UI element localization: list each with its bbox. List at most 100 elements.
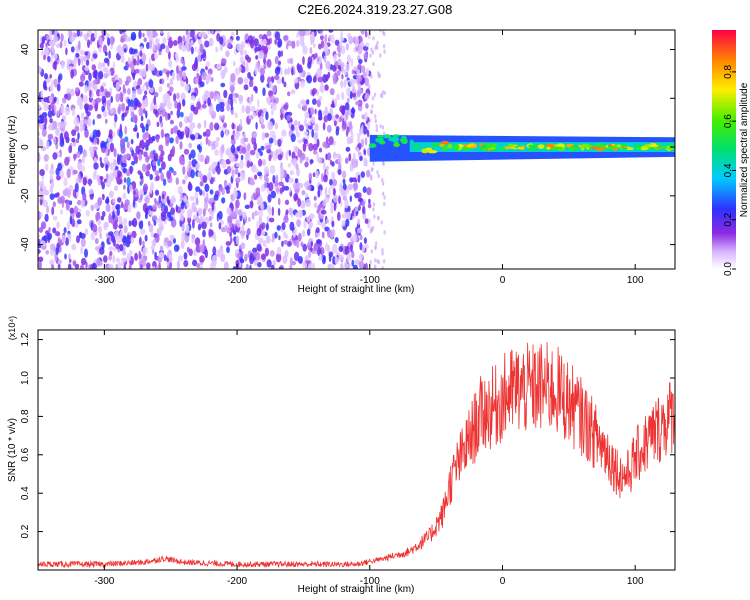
noise-blob [82, 192, 87, 201]
noise-blob [143, 37, 147, 43]
noise-blob [263, 173, 268, 183]
noise-blob [235, 130, 241, 138]
noise-blob [364, 218, 369, 224]
noise-blob [99, 232, 102, 239]
noise-blob [257, 44, 262, 52]
noise-blob [228, 93, 233, 100]
noise-blob [142, 133, 148, 140]
noise-blob [256, 200, 260, 206]
noise-blob [251, 164, 257, 173]
noise-blob [155, 265, 160, 269]
noise-blob [213, 233, 217, 242]
noise-blob [129, 165, 133, 175]
noise-blob [147, 64, 152, 71]
noise-blob [239, 159, 245, 169]
noise-blob [221, 197, 226, 204]
noise-blob [43, 80, 47, 89]
noise-blob [313, 123, 319, 132]
noise-blob [265, 96, 271, 104]
noise-blob [317, 189, 321, 198]
noise-blob [125, 105, 130, 111]
noise-blob [307, 185, 312, 191]
signal-blob [508, 143, 515, 148]
noise-blob [234, 112, 238, 119]
noise-blob [252, 132, 257, 139]
noise-blob [201, 71, 207, 81]
noise-blob [158, 222, 164, 228]
noise-blob [291, 40, 296, 49]
noise-blob [49, 117, 53, 124]
signal-blob [545, 143, 555, 148]
noise-blob [130, 236, 135, 244]
noise-blob [283, 240, 288, 245]
noise-blob [302, 143, 307, 152]
noise-blob [251, 194, 254, 200]
noise-blob [258, 216, 263, 225]
noise-blob [383, 202, 386, 207]
noise-blob [67, 263, 72, 269]
noise-blob [356, 132, 361, 138]
noise-blob [112, 170, 118, 178]
noise-blob [137, 88, 143, 95]
colorbar-label: Normalized spectral amplitude [739, 82, 750, 217]
noise-blob [325, 242, 329, 251]
noise-blob [347, 54, 351, 64]
noise-blob [39, 42, 44, 49]
noise-blob [183, 195, 188, 203]
noise-blob [106, 142, 111, 150]
noise-blob [289, 57, 294, 65]
noise-blob [344, 261, 348, 269]
noise-blob [92, 146, 98, 151]
noise-blob [255, 122, 258, 130]
noise-blob [159, 102, 165, 111]
noise-blob [263, 181, 268, 189]
noise-blob [230, 144, 236, 154]
noise-blob [226, 246, 230, 253]
noise-blob [184, 175, 188, 180]
noise-blob [48, 95, 53, 103]
noise-blob [84, 84, 88, 93]
noise-blob [148, 79, 154, 88]
noise-blob [92, 119, 95, 126]
noise-blob [361, 65, 366, 74]
noise-blob [306, 74, 313, 84]
noise-blob [322, 199, 327, 207]
noise-blob [339, 254, 344, 262]
noise-blob [351, 250, 355, 259]
noise-blob [140, 194, 143, 201]
colorbar-tick-label: 0.8 [723, 64, 734, 78]
noise-blob [321, 231, 325, 239]
noise-blob [370, 109, 373, 114]
y-tick-label: 1.0 [20, 371, 31, 385]
spectrogram-frame [37, 29, 676, 270]
noise-blob [78, 40, 81, 50]
noise-blob [297, 139, 303, 144]
noise-blob [251, 212, 255, 220]
colorbar-ticks: 0.0 0.2 0.4 0.6 0.8 [723, 64, 736, 276]
noise-blob [247, 217, 251, 222]
noise-blob [173, 244, 180, 252]
noise-blob [113, 246, 117, 252]
noise-blob [381, 90, 384, 95]
noise-blob [303, 138, 308, 144]
noise-blob [323, 174, 328, 183]
noise-blob [80, 198, 86, 208]
noise-blob [271, 109, 274, 116]
colorbar-tick-label: 0.4 [723, 163, 734, 177]
noise-blob [51, 41, 56, 47]
noise-blob [300, 80, 306, 88]
noise-blob [73, 32, 78, 38]
noise-blob [145, 156, 150, 163]
noise-blob [109, 142, 115, 153]
noise-blob [158, 195, 162, 203]
noise-blob [374, 118, 377, 124]
noise-blob [79, 264, 85, 269]
noise-blob [341, 73, 344, 80]
noise-blob [360, 30, 365, 35]
noise-blob [324, 187, 328, 196]
noise-blob [344, 245, 350, 256]
noise-blob [100, 85, 104, 93]
noise-blob [84, 128, 89, 138]
noise-blob [149, 210, 153, 216]
noise-blob [296, 40, 300, 47]
